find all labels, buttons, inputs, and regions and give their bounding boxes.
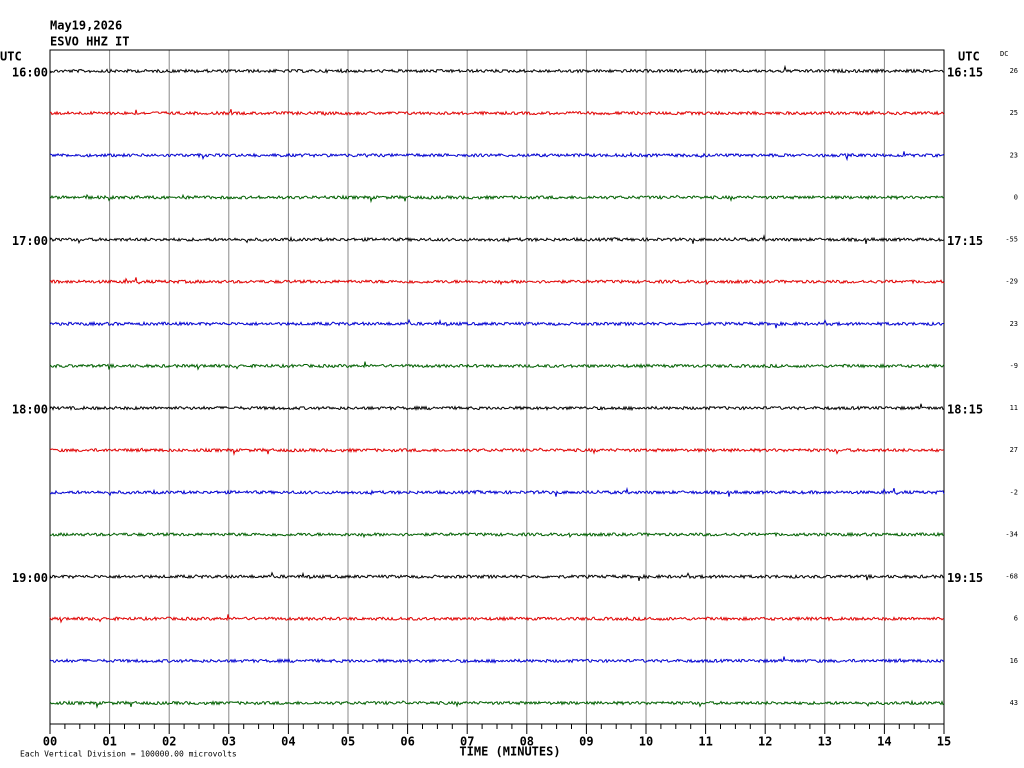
- x-tick-label: 08: [520, 735, 534, 749]
- trace: [49, 234, 945, 245]
- trace: [49, 277, 945, 286]
- trace: [49, 656, 945, 664]
- dc-value: 23: [1010, 320, 1018, 328]
- x-tick-label: 05: [341, 735, 355, 749]
- dc-value: 26: [1010, 67, 1018, 75]
- dc-value: 6: [1014, 615, 1018, 623]
- station: ESVO HHZ IT: [50, 35, 129, 49]
- right-time-label: 16:15: [947, 66, 983, 80]
- trace: [49, 318, 944, 329]
- x-tick-label: 10: [639, 735, 653, 749]
- x-tick-label: 15: [937, 735, 951, 749]
- x-tick-label: 00: [43, 735, 57, 749]
- x-tick-label: 01: [102, 735, 116, 749]
- trace: [49, 699, 945, 709]
- dc-value: 11: [1010, 404, 1018, 412]
- right-time-label: 19:15: [947, 571, 983, 585]
- left-unit: UTC: [0, 50, 22, 64]
- x-tick-label: 13: [818, 735, 832, 749]
- trace: [49, 531, 945, 539]
- trace: [49, 109, 945, 116]
- trace: [49, 151, 945, 162]
- dc-value: 25: [1010, 109, 1018, 117]
- x-axis-label: TIME (MINUTES): [459, 745, 560, 759]
- footnote: Each Vertical Division = 100000.00 micro…: [20, 750, 237, 759]
- left-time-label: 17:00: [12, 234, 48, 248]
- dc-value: 16: [1010, 657, 1018, 665]
- trace: [49, 403, 945, 412]
- x-tick-label: 03: [222, 735, 236, 749]
- dc-value: 43: [1010, 699, 1018, 707]
- trace: [49, 64, 945, 74]
- dc-value: 27: [1010, 446, 1018, 454]
- trace: [49, 447, 945, 457]
- dc-value: -9: [1010, 362, 1018, 370]
- dc-value: 23: [1010, 151, 1018, 159]
- trace: [49, 614, 945, 624]
- frame: [49, 49, 945, 725]
- dc-value: -68: [1005, 573, 1018, 581]
- trace: [49, 571, 945, 582]
- x-tick-label: 09: [579, 735, 593, 749]
- dc-value: 0: [1014, 193, 1018, 201]
- dc-value: -29: [1005, 278, 1018, 286]
- trace: [49, 361, 945, 371]
- right-time-label: 18:15: [947, 403, 983, 417]
- dc-value: -55: [1005, 236, 1018, 244]
- x-tick-label: 06: [400, 735, 414, 749]
- x-tick-label: 14: [877, 735, 891, 749]
- left-time-label: 16:00: [12, 66, 48, 80]
- dc-value: -34: [1005, 530, 1018, 538]
- x-tick-label: 07: [460, 735, 474, 749]
- trace: [49, 193, 945, 204]
- right-unit: UTC: [958, 50, 980, 64]
- x-tick-label: 02: [162, 735, 176, 749]
- left-time-label: 19:00: [12, 571, 48, 585]
- dc-heading: DC: [1000, 50, 1008, 58]
- trace: [49, 486, 945, 497]
- date: May19,2026: [50, 19, 122, 33]
- x-tick-label: 12: [758, 735, 772, 749]
- right-time-label: 17:15: [947, 234, 983, 248]
- x-tick-label: 11: [698, 735, 712, 749]
- x-tick-label: 04: [281, 735, 295, 749]
- left-time-label: 18:00: [12, 403, 48, 417]
- dc-value: -2: [1010, 488, 1018, 496]
